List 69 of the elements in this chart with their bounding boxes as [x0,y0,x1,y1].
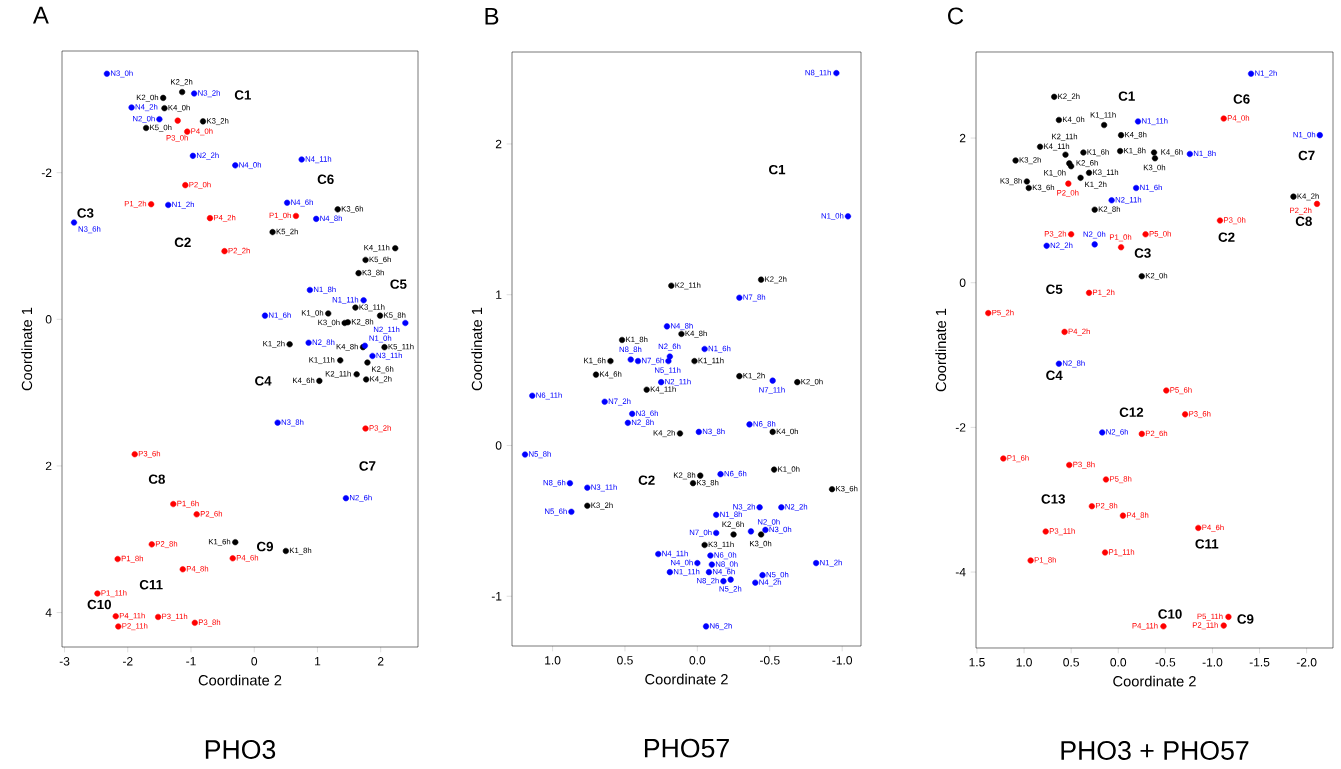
x-tick-label: 2 [377,657,384,666]
y-tick-label: 4 [45,608,52,617]
x-tick-label: 0.5 [617,656,633,665]
y-tick-label: 0 [45,315,52,324]
x-tick-label: -1.0 [1202,658,1223,667]
x-tick-label: -1.0 [832,656,853,665]
y-tick-label: -2 [41,168,52,177]
annotation: C1 [769,164,786,175]
x-tick-label: -1.5 [1249,658,1270,667]
annotation: C11 [1195,539,1219,549]
annotation: C6 [317,174,334,185]
y-tick-label: 2 [45,461,52,471]
annotation: C10 [87,599,111,610]
annotation: C3 [77,208,94,218]
chart-title: A [32,6,49,24]
y-tick-label: 1 [496,290,502,299]
annotation: C4 [1046,370,1063,381]
annotation: C11 [139,579,163,590]
annotation: C2 [1218,232,1235,242]
annotation: C13 [1041,494,1065,504]
x-tick-label: 0.5 [1063,658,1079,667]
x-tick-label: 0.0 [689,656,706,665]
annotation: C1 [1118,91,1135,101]
x-axis-title: Coordinate 2 [645,673,728,685]
y-tick-label: 2 [495,139,502,149]
x-tick-label: 0 [251,657,258,666]
x-tick-label: 1.0 [1016,658,1032,667]
annotation: C4 [255,376,272,386]
annotation: C12 [1119,407,1144,417]
x-tick-label: -3 [59,657,70,666]
annotation: C9 [1237,614,1254,624]
x-tick-label: -2 [122,657,133,666]
text: PHO3 [205,740,276,759]
y-axis-title: Coordinate 1 [935,308,947,392]
chart-title: B [485,7,499,25]
x-tick-label: -1 [186,657,196,666]
y-tick-label: 0 [959,278,966,287]
annotation: C7 [1298,150,1315,161]
annotation: C10 [1158,609,1182,619]
x-tick-label: -2.0 [1296,658,1317,667]
annotation: C2 [174,237,191,248]
annotation: C1 [234,90,251,100]
annotation: C8 [148,474,165,484]
annotation: C5 [390,279,407,289]
annotation: C8 [1295,216,1312,226]
annotation: C2 [638,475,655,485]
x-tick-label: 1 [315,657,321,666]
annotation: C3 [1134,248,1151,258]
text: PHO3 + PHO57 [1061,741,1249,760]
y-tick-label: 2 [959,133,966,143]
y-axis-title: Coordinate 1 [21,307,33,391]
annotation: C7 [359,461,376,471]
y-axis-title: Coordinate 1 [471,307,483,391]
y-tick-label: -1 [491,592,502,601]
x-tick-label: -0.5 [759,656,780,665]
x-axis-title: Coordinate 2 [1113,675,1196,687]
x-tick-label: 1.0 [545,656,561,665]
y-tick-label: -2 [955,423,966,432]
text: PHO57 [644,738,729,758]
x-tick-label: 1.5 [969,658,985,667]
x-axis-title: Coordinate 2 [198,674,282,686]
x-tick-label: 0.0 [1110,658,1127,667]
annotation: C9 [257,541,274,552]
x-tick-label: -0.5 [1155,658,1176,667]
annotation: C5 [1046,284,1063,294]
annotation: C6 [1233,94,1250,104]
y-tick-label: 0 [495,441,502,450]
chart-title: C [948,7,964,25]
y-tick-label: -4 [955,567,966,577]
